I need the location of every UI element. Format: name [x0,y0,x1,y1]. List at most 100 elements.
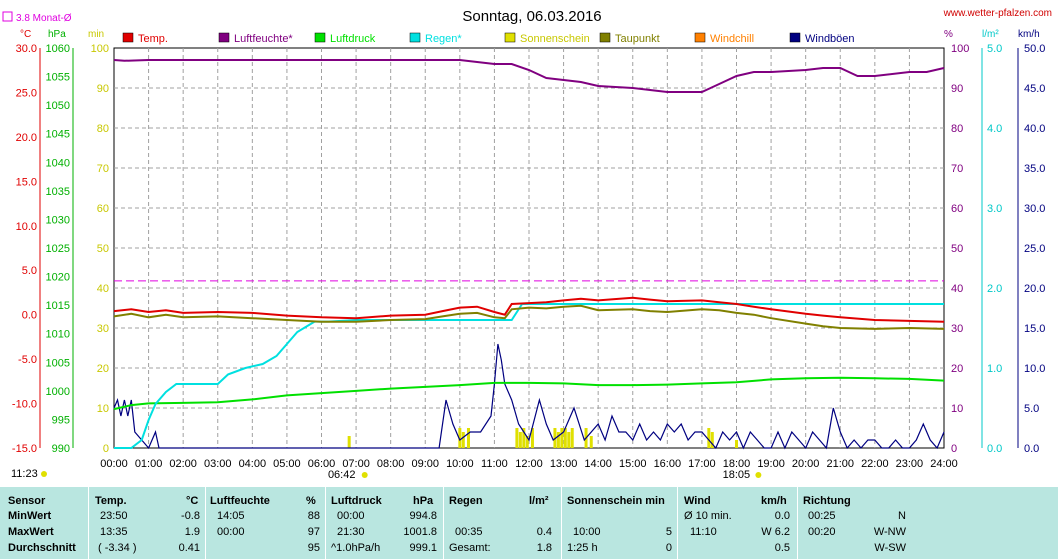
max-wind-value: W 6.2 [761,526,790,538]
max-dir-time: 00:20 [808,526,836,538]
wind-axis-tick: 40.0 [1024,123,1045,135]
series-line-hum [113,59,945,93]
press-axis-tick: 1035 [46,186,70,198]
sun-axis-tick: 20 [97,363,109,375]
rain-total-label: Gesamt: [449,542,491,554]
hum-unit: % [944,29,953,40]
press-axis-tick: 995 [52,414,70,426]
time-tick: 09:00 [411,458,439,470]
time-tick: 11:00 [481,458,508,470]
hum-axis-tick: 70 [951,163,963,175]
temp-unit: °C [20,29,31,40]
avg-press-trend: ^1.0hPa/h [331,542,381,554]
hum-axis-tick: 90 [951,83,963,95]
hum-axis-tick: 80 [951,123,963,135]
sun-bar [556,432,560,448]
min-temp-time: 23:50 [100,510,128,522]
time-tick: 19:00 [757,458,785,470]
legend-swatch-hum [218,32,230,43]
time-tick: 06:00 [308,458,336,470]
sun-bar [518,432,522,448]
avg-press-value: 999.1 [409,542,437,554]
min-dir-time: 00:25 [808,510,836,522]
time-tick: 10:00 [446,458,474,470]
press-axis-tick: 990 [52,443,70,455]
left-axes: 30.0 25.0 20.0 15.0 10.0 5.0 0.0 -5.0 -10.0 -15.0… [12,43,109,455]
temp-axis-tick: 20.0 [16,132,37,144]
rain-total-value: 1.8 [536,542,552,554]
hdr-rain: Regen [449,495,483,507]
daylength: 11:23 [11,468,38,480]
time-tick: 22:00 [861,458,889,470]
sun-total-hours: 1:25 h [567,542,598,554]
min-dir-value: N [898,510,906,522]
sun-axis-tick: 50 [97,243,109,255]
sun-bar [707,428,711,448]
wind-axis-tick: 50.0 [1024,43,1045,55]
plot-series [113,59,945,450]
wind-axis-tick: 5.0 [1024,403,1039,415]
row-min-label: MinWert [8,510,52,522]
avg-hum-value: 95 [307,542,320,554]
hum-axis-tick: 100 [951,43,969,55]
time-tick: 14:00 [584,458,612,470]
legend-label-hum: Luftfeuchte* [234,33,293,45]
max-press-value: 1001.8 [403,526,437,538]
temp-axis-tick: 5.0 [22,265,37,277]
daylength-sun-icon [41,471,47,477]
temp-axis-tick: 30.0 [16,43,37,55]
weather-chart: Sonntag, 06.03.2016 www.wetter-pfalzen.c… [2,8,1052,481]
series-line-dew [113,304,945,330]
sunset-time: 18:05 [723,469,751,481]
hdr-hum-unit: % [306,495,316,507]
max-rain-time: 00:35 [455,526,483,538]
time-tick: 20:00 [792,458,820,470]
site-url: www.wetter-pfalzen.com [943,8,1052,19]
chart-legend: Temp. Luftfeuchte* Luftdruck Regen* Sonnensc… [122,32,855,45]
sun-axis-tick: 60 [97,203,109,215]
rain-axis-tick: 0.0 [987,443,1002,455]
sun-axis-tick: 70 [97,163,109,175]
time-tick: 02:00 [169,458,197,470]
wind-axis-tick: 15.0 [1024,323,1045,335]
time-tick: 01:00 [135,458,163,470]
press-axis-tick: 1050 [46,100,70,112]
press-axis-tick: 1030 [46,214,70,226]
temp-axis-tick: 10.0 [16,221,37,233]
time-tick: 16:00 [654,458,682,470]
sun-bar [560,428,564,448]
sun-axis-tick: 30 [97,323,109,335]
sun-axis-tick: 80 [97,123,109,135]
sun-bar [461,432,465,448]
sun-bar [347,436,351,448]
rain-axis-tick: 2.0 [987,283,1002,295]
press-axis-tick: 1045 [46,129,70,141]
max-temp-time: 13:35 [100,526,128,538]
series-line-gust [113,343,945,450]
max-hum-value: 97 [307,526,320,538]
time-tick: 13:00 [550,458,578,470]
hum-axis-tick: 20 [951,363,963,375]
legend-swatch-dew [599,32,611,43]
time-axis: 00:00 01:00 02:00 03:00 04:00 05:00 06:00 07:00… [11,458,958,481]
legend-label-dew: Taupunkt [615,33,660,45]
wind-unit: km/h [1018,29,1040,40]
wind-axis-tick: 10.0 [1024,363,1045,375]
temp-axis-tick: 0.0 [22,310,37,322]
avg-temp-value: 0.41 [178,542,200,554]
sun-bar [563,428,567,448]
sun-bar [710,432,714,448]
hum-axis-tick: 30 [951,323,963,335]
sunrise-icon [361,472,368,478]
min-press-value: 994.8 [409,510,437,522]
time-tick: 08:00 [377,458,405,470]
hum-axis-tick: 10 [951,403,963,415]
sun-bar [570,428,574,448]
avg-wind-value: 0.5 [774,542,790,554]
hdr-sensor: Sensor [8,495,46,507]
time-tick: 03:00 [204,458,232,470]
sun-axis-tick: 10 [97,403,109,415]
time-tick: 05:00 [273,458,301,470]
min-hum-time: 14:05 [217,510,245,522]
legend-label-rain: Regen* [425,33,462,45]
